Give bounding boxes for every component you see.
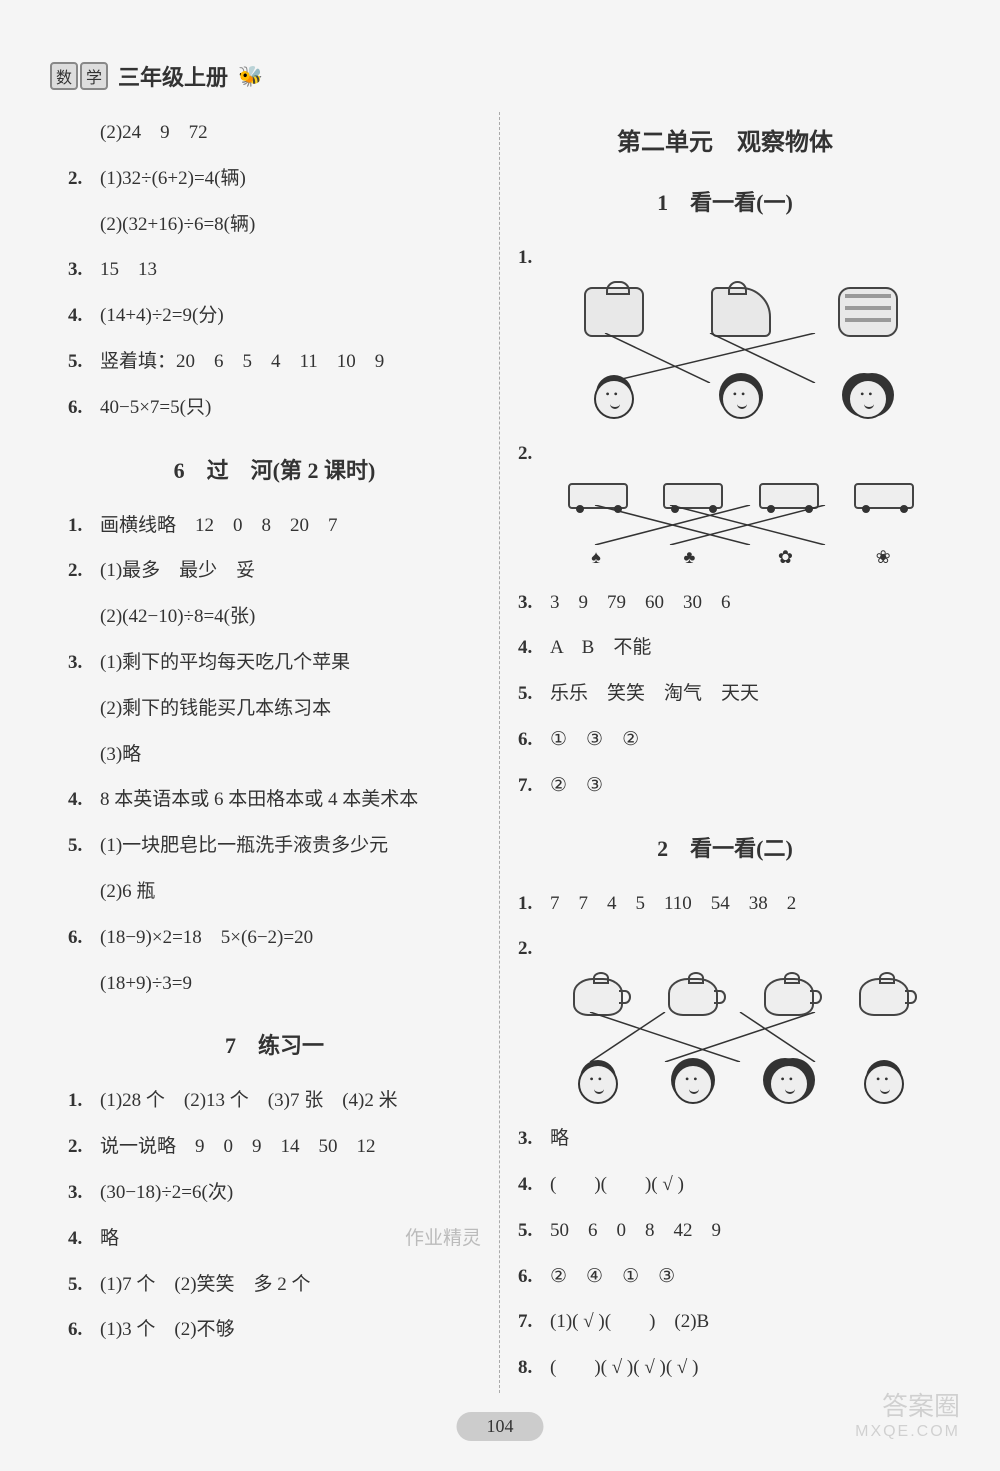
face-icon (769, 1064, 809, 1104)
answer-line: 8.( )( √ )( √ )( √ ) (518, 1347, 932, 1389)
match-lines (550, 1012, 932, 1062)
watermark: 答案圈 MXQE.COM (855, 1386, 960, 1441)
answer-line: 6.(1)3 个 (2)不够 (68, 1309, 481, 1351)
answer-line: 1.(1)28 个 (2)13 个 (3)7 张 (4)2 米 (68, 1080, 481, 1122)
badge-char-2: 学 (80, 62, 108, 90)
answer-line: 6.① ③ ② (518, 719, 932, 761)
symbol-icon: ♠ (591, 547, 601, 568)
symbol-row: ♠ ♣ ✿ ❀ (550, 547, 932, 568)
answer-line: 3.15 13 (68, 249, 481, 291)
answer-line: (18+9)÷3=9 (68, 963, 481, 1005)
barrel-icon (838, 287, 898, 337)
teapot-icon (859, 978, 909, 1016)
answer-line: 7.(1)( √ )( ) (2)B (518, 1301, 932, 1343)
answer-line: (2)(42−10)÷8=4(张) (68, 596, 481, 638)
unit-title: 第二单元 观察物体 (518, 122, 932, 157)
answer-line: 6.40−5×7=5(只) (68, 387, 481, 429)
matching-diagram-2: ♠ ♣ ✿ ❀ (550, 483, 932, 568)
face-icon (864, 1064, 904, 1104)
kettle-icon (584, 287, 644, 337)
grade-title: 三年级上册 (118, 60, 228, 92)
page-number: 104 (457, 1412, 544, 1441)
answer-line: 5.乐乐 笑笑 淘气 天天 (518, 673, 932, 715)
answer-line: (2)剩下的钱能买几本练习本 (68, 688, 481, 730)
match-lines (550, 333, 932, 383)
pitcher-icon (711, 287, 771, 337)
answer-line: 4.8 本英语本或 6 本田格本或 4 本美术本 (68, 779, 481, 821)
face-icon (721, 379, 761, 419)
symbol-icon: ✿ (778, 547, 793, 568)
answer-line: 5.50 6 0 8 42 9 (518, 1210, 932, 1252)
answer-line: 7.② ③ (518, 765, 932, 807)
answer-line: 4.( )( )( √ ) (518, 1164, 932, 1206)
matching-diagram-1 (550, 287, 932, 419)
answer-line: 6.② ④ ① ③ (518, 1256, 932, 1298)
section-title: 2 看一看(二) (518, 831, 932, 863)
answer-line: 5.竖着填：20 6 5 4 11 10 9 (68, 341, 481, 383)
face-icon (848, 379, 888, 419)
watermark-main: 答案圈 (855, 1386, 960, 1423)
section-title: 7 练习一 (68, 1028, 481, 1060)
page-header: 数 学 三年级上册 🐝 (50, 60, 950, 92)
symbol-icon: ♣ (683, 547, 695, 568)
matching-diagram-3 (550, 978, 932, 1104)
match-lines (550, 505, 932, 545)
content-columns: (2)24 9 72 2.(1)32÷(6+2)=4(辆) (2)(32+16)… (50, 112, 950, 1393)
answer-line: 4.A B 不能 (518, 627, 932, 669)
answer-line: 2.(1)32÷(6+2)=4(辆) (68, 158, 481, 200)
section-title: 1 看一看(一) (518, 185, 932, 217)
answer-line: 5.(1)一块肥皂比一瓶洗手液贵多少元 (68, 825, 481, 867)
answer-line: 4.(14+4)÷2=9(分) (68, 295, 481, 337)
watermark-sub: MXQE.COM (855, 1423, 960, 1441)
bee-icon: 🐝 (238, 64, 263, 89)
answer-line: 5.(1)7 个 (2)笑笑 多 2 个 (68, 1264, 481, 1306)
answer-line: (2)6 瓶 (68, 871, 481, 913)
teapot-icon (668, 978, 718, 1016)
symbol-icon: ❀ (876, 547, 891, 568)
answer-line: 1.画横线略 12 0 8 20 7 (68, 505, 481, 547)
face-icon (673, 1064, 713, 1104)
answer-line: 2. (518, 928, 932, 970)
answer-line: 1. (518, 237, 932, 279)
answer-line: 3.(1)剩下的平均每天吃几个苹果 (68, 642, 481, 684)
subject-badge: 数 学 (50, 62, 110, 90)
teapot-icon (764, 978, 814, 1016)
answer-line: 3.(30−18)÷2=6(次) (68, 1172, 481, 1214)
badge-char-1: 数 (50, 62, 78, 90)
right-column: 第二单元 观察物体 1 看一看(一) 1. 2. (500, 112, 950, 1393)
answer-line: 4.略 作业精灵 (68, 1218, 481, 1260)
answer-line: 2.(1)最多 最少 妥 (68, 550, 481, 592)
answer-line: (2)24 9 72 (68, 112, 481, 154)
watermark-faint: 作业精灵 (405, 1218, 481, 1260)
left-column: (2)24 9 72 2.(1)32÷(6+2)=4(辆) (2)(32+16)… (50, 112, 500, 1393)
face-icon (594, 379, 634, 419)
answer-line: 6.(18−9)×2=18 5×(6−2)=20 (68, 917, 481, 959)
face-icon (578, 1064, 618, 1104)
answer-line: 2.说一说略 9 0 9 14 50 12 (68, 1126, 481, 1168)
section-title: 6 过 河(第 2 课时) (68, 453, 481, 485)
teapot-icon (573, 978, 623, 1016)
answer-line: 3.3 9 79 60 30 6 (518, 582, 932, 624)
answer-line: 2. (518, 433, 932, 475)
answer-line: 3.略 (518, 1118, 932, 1160)
answer-line: 1.7 7 4 5 110 54 38 2 (518, 883, 932, 925)
answer-line: (3)略 (68, 734, 481, 776)
answer-line: (2)(32+16)÷6=8(辆) (68, 204, 481, 246)
